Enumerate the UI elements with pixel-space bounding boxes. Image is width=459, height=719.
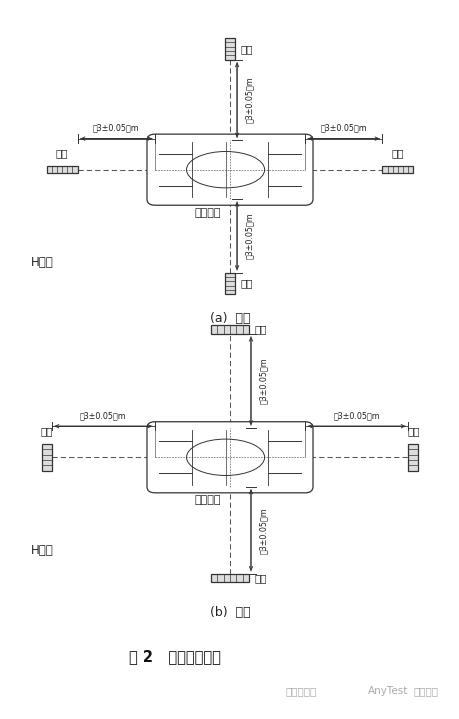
Text: 天线: 天线: [240, 278, 252, 288]
Text: （3±0.05）m: （3±0.05）m: [245, 213, 253, 260]
FancyBboxPatch shape: [147, 134, 312, 205]
Bar: [381, 166, 412, 173]
Text: （3±0.05）m: （3±0.05）m: [245, 77, 253, 124]
Text: 电动学堂: 电动学堂: [413, 687, 438, 697]
Bar: [224, 38, 235, 60]
Text: （3±0.05）m: （3±0.05）m: [258, 357, 267, 404]
Text: 被测车辆: 被测车辆: [194, 208, 221, 218]
Text: 天线: 天线: [40, 426, 53, 436]
Bar: [408, 444, 417, 471]
FancyBboxPatch shape: [147, 422, 312, 493]
Text: （3±0.05）m: （3±0.05）m: [319, 124, 366, 132]
Text: 天线: 天线: [253, 573, 266, 583]
Text: （3±0.05）m: （3±0.05）m: [258, 507, 267, 554]
Bar: [42, 444, 51, 471]
Bar: [224, 273, 235, 294]
Text: 嘉峪检测网: 嘉峪检测网: [285, 687, 316, 697]
Text: （3±0.05）m: （3±0.05）m: [333, 411, 379, 420]
Bar: [47, 166, 78, 173]
Text: （3±0.05）m: （3±0.05）m: [93, 124, 140, 132]
Bar: [211, 325, 248, 334]
Text: (b)  径向: (b) 径向: [209, 606, 250, 619]
Text: （3±0.05）m: （3±0.05）m: [80, 411, 126, 420]
Text: 天线: 天线: [253, 324, 266, 334]
Text: 天线: 天线: [56, 148, 68, 158]
Text: 被测车辆: 被测车辆: [194, 495, 221, 505]
Text: 图 2   磁场天线位置: 图 2 磁场天线位置: [129, 649, 220, 664]
Bar: [211, 574, 248, 582]
Text: H横向: H横向: [31, 257, 54, 270]
Text: H径向: H径向: [31, 544, 54, 557]
Text: 天线: 天线: [240, 44, 252, 54]
Text: (a)  横向: (a) 横向: [209, 311, 250, 324]
Text: AnyTest: AnyTest: [367, 687, 408, 697]
Text: 天线: 天线: [406, 426, 419, 436]
Text: 天线: 天线: [391, 148, 403, 158]
